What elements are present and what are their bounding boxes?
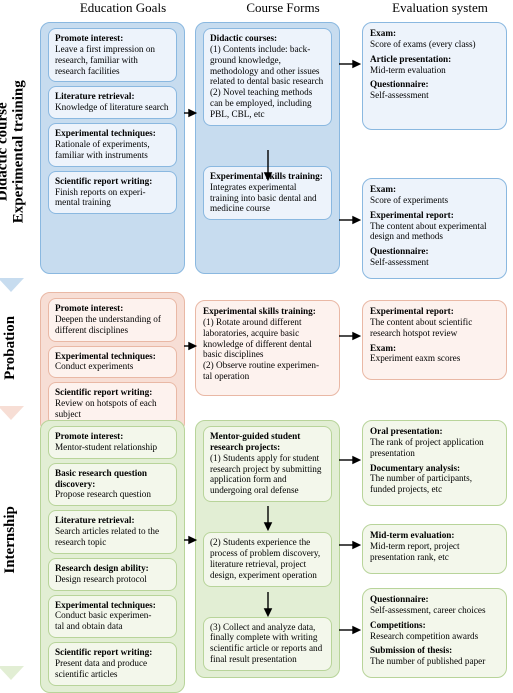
probation-form-box: Experimental skills training:(1) Rotate … [195, 300, 340, 396]
arrow-internship-form-down1 [262, 500, 274, 536]
column-header-edu: Education Goals [58, 0, 188, 16]
section-label-internship: Internship [0, 420, 22, 660]
didactic-eval2-2: Questionnaire:Self-assessment [370, 246, 499, 268]
arrow-didactic-eval1 [333, 58, 366, 70]
didactic-edu-box: Promote interest:Leave a first impressio… [40, 22, 185, 274]
arrow-internship-eval1 [333, 454, 366, 466]
internship-edu-5: Scientific report writing:Present data a… [48, 642, 177, 686]
internship-eval3-box: Questionnaire:Self-assessment, career ch… [362, 588, 507, 678]
didactic-eval1-2: Questionnaire:Self-assessment [370, 79, 499, 101]
didactic-eval1-1: Article presentation:Mid-term evaluation [370, 54, 499, 76]
section-chevron-probation [0, 406, 24, 420]
internship-edu-1: Basic research question discovery:Propos… [48, 463, 177, 507]
internship-edu-box: Promote interest:Mentor-student relation… [40, 420, 185, 693]
diagram-canvas: Education Goals Course Forms Evaluation sy… [0, 0, 513, 685]
didactic-edu-0: Promote interest:Leave a first impressio… [48, 28, 177, 82]
column-header-form: Course Forms [218, 0, 348, 16]
arrow-didactic-form-down [262, 144, 274, 186]
arrow-didactic-eval2 [333, 214, 366, 226]
internship-eval2-box: Mid-term evaluation:Mid-term report, pro… [362, 524, 507, 574]
internship-eval1-box: Oral presentation:The rank of project ap… [362, 420, 507, 506]
didactic-eval2-1: Experimental report:The content about ex… [370, 210, 499, 243]
didactic-eval1-box: Exam:Score of exams (every class) Article… [362, 22, 507, 130]
arrow-internship-eval2 [333, 539, 366, 551]
internship-eval3-1: Competitions:Research competition awards [370, 620, 499, 642]
section-chevron-internship [0, 666, 24, 680]
didactic-form-1: Didactic courses:(1) Contents include: b… [203, 28, 332, 126]
didactic-edu-1: Literature retrieval:Knowledge of litera… [48, 86, 177, 119]
internship-eval1-0: Oral presentation:The rank of project ap… [370, 426, 499, 459]
probation-eval-1: Exam:Experiment eaxm scores [370, 343, 499, 365]
arrow-internship-edu-form [178, 534, 202, 546]
internship-form-1: Mentor-guided student research projects:… [203, 426, 332, 502]
internship-edu-4: Experimental techniques:Conduct basic ex… [48, 595, 177, 639]
column-header-eval: Evaluation system [370, 0, 510, 16]
internship-eval3-2: Submission of thesis:The number of publi… [370, 645, 499, 667]
probation-eval-box: Experimental report:The content about sc… [362, 300, 507, 380]
internship-form-2: (2) Students experience the process of p… [203, 532, 332, 586]
arrow-probation-form-eval [333, 330, 366, 342]
section-label-didactic: Didactic courseExperimental training [0, 22, 22, 282]
internship-eval3-0: Questionnaire:Self-assessment, career ch… [370, 594, 499, 616]
internship-eval2-0: Mid-term evaluation:Mid-term report, pro… [370, 530, 499, 563]
section-chevron-didactic [0, 278, 24, 292]
internship-form-3: (3) Collect and analyze data, finally co… [203, 617, 332, 671]
didactic-eval2-box: Exam:Score of experiments Experimental re… [362, 178, 507, 279]
internship-edu-3: Research design ability:Design research … [48, 558, 177, 591]
arrow-internship-eval3 [333, 624, 366, 636]
probation-edu-box: Promote interest:Deepen the understandin… [40, 292, 185, 433]
arrow-probation-edu-form [178, 340, 202, 352]
section-label-probation: Probation [0, 292, 22, 404]
didactic-eval1-0: Exam:Score of exams (every class) [370, 28, 499, 50]
internship-form-box: Mentor-guided student research projects:… [195, 420, 340, 678]
didactic-edu-3: Scientific report writing:Finish reports… [48, 171, 177, 215]
probation-edu-1: Experimental techniques:Conduct experime… [48, 346, 177, 379]
didactic-edu-2: Experimental techniques:Rationale of exp… [48, 123, 177, 167]
internship-edu-2: Literature retrieval:Search articles rel… [48, 510, 177, 554]
internship-eval1-1: Documentary analysis:The number of parti… [370, 463, 499, 496]
internship-edu-0: Promote interest:Mentor-student relation… [48, 426, 177, 459]
arrow-internship-form-down2 [262, 586, 274, 622]
probation-eval-0: Experimental report:The content about sc… [370, 306, 499, 339]
arrow-didactic-edu-form [178, 107, 202, 119]
didactic-eval2-0: Exam:Score of experiments [370, 184, 499, 206]
probation-edu-0: Promote interest:Deepen the understandin… [48, 298, 177, 342]
probation-form: Experimental skills training:(1) Rotate … [203, 306, 332, 382]
